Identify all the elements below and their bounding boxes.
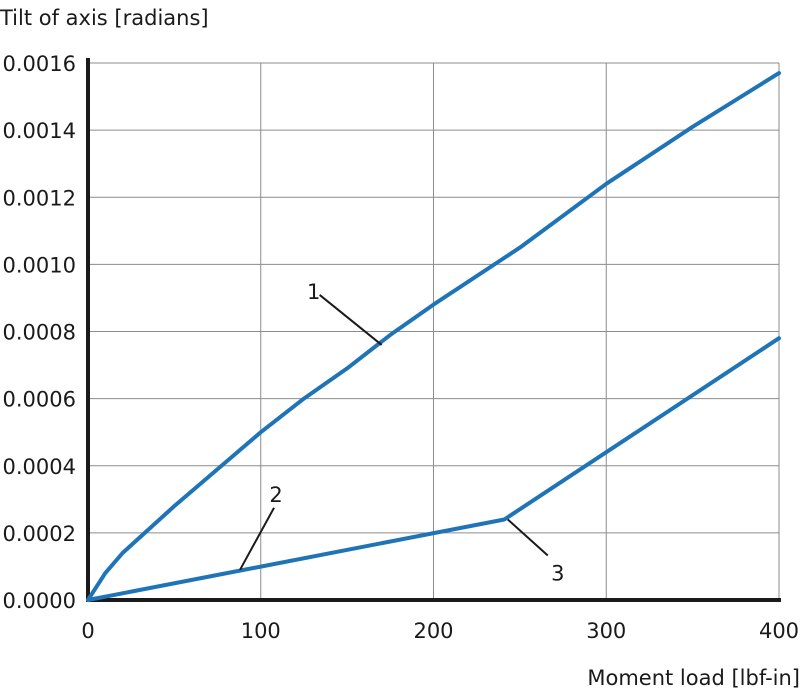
series-line-2 <box>86 336 781 602</box>
y-axis-title: Tilt of axis [radians] <box>0 6 209 30</box>
series-layer <box>86 71 781 602</box>
x-axis-title: Moment load [lbf-in] <box>587 666 800 690</box>
callout-leader-2 <box>239 507 275 571</box>
callout-label-2: 2 <box>269 483 282 507</box>
y-tick-label: 0.0000 <box>3 589 76 613</box>
x-tick-label: 200 <box>413 619 453 643</box>
y-tick-label: 0.0004 <box>3 455 76 479</box>
x-tick-label: 400 <box>759 619 799 643</box>
grid <box>88 62 780 600</box>
callouts: 1 2 3 <box>239 280 564 585</box>
axes <box>86 58 781 602</box>
y-tick-label: 0.0012 <box>3 186 76 210</box>
x-tick-label: 100 <box>241 619 281 643</box>
y-tick-label: 0.0006 <box>3 388 76 412</box>
callout-label-1: 1 <box>307 280 320 304</box>
callout-label-3: 3 <box>551 561 564 585</box>
y-tick-label: 0.0010 <box>3 253 76 277</box>
callout-leader-1 <box>319 294 383 346</box>
series-line-1 <box>86 71 781 602</box>
callout-leader-3 <box>507 518 549 557</box>
tick-labels: 0 100 200 300 400 0.0000 0.0002 0.0004 0.0006 0.0… <box>3 52 800 643</box>
x-tick-label: 0 <box>81 619 94 643</box>
y-tick-label: 0.0002 <box>3 522 76 546</box>
y-tick-label: 0.0008 <box>3 321 76 345</box>
x-tick-label: 300 <box>586 619 626 643</box>
y-tick-label: 0.0014 <box>3 119 76 143</box>
y-tick-label: 0.0016 <box>3 52 76 76</box>
